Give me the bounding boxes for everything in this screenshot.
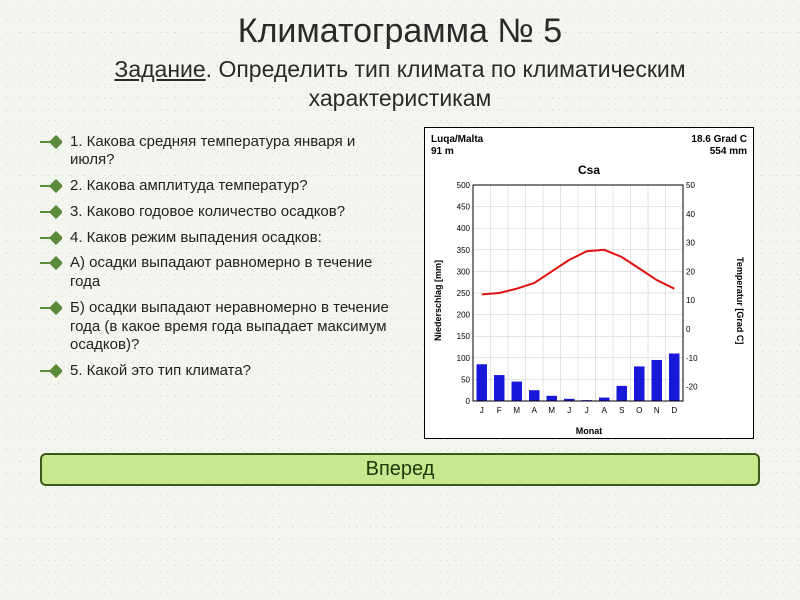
climograph-container: Luqa/Malta 18.6 Grad C 91 m 554 mm Csa N… — [418, 127, 760, 439]
svg-text:F: F — [497, 406, 502, 415]
question-text: 1. Какова средняя температура января и и… — [70, 133, 400, 171]
svg-text:A: A — [532, 406, 538, 415]
plot-area: 0 50 100 150 200 250 300 350 400 450 500 -20 -10 0 10 2… — [445, 179, 733, 424]
question-text: 3. Каково годовое количество осадков? — [70, 203, 345, 222]
questions-list: 1. Какова средняя температура января и и… — [40, 127, 400, 439]
svg-text:500: 500 — [457, 181, 471, 190]
svg-text:J: J — [567, 406, 571, 415]
svg-text:J: J — [480, 406, 484, 415]
svg-text:0: 0 — [466, 397, 471, 406]
svg-text:A: A — [602, 406, 608, 415]
svg-text:M: M — [513, 406, 520, 415]
slide-subtitle: Задание. Определить тип климата по клима… — [40, 55, 760, 113]
svg-text:300: 300 — [457, 267, 471, 276]
question-item: 2. Какова амплитуда температур? — [40, 177, 400, 196]
svg-text:-20: -20 — [686, 382, 698, 391]
svg-text:200: 200 — [457, 310, 471, 319]
question-item: 5. Какой это тип климата? — [40, 362, 400, 381]
svg-text:N: N — [654, 406, 660, 415]
svg-text:O: O — [636, 406, 642, 415]
chart-location: Luqa/Malta — [431, 134, 483, 145]
svg-text:150: 150 — [457, 332, 471, 341]
chart-koppen: Csa — [431, 163, 747, 177]
slide-title: Климатограмма № 5 — [40, 12, 760, 51]
ylabel-temp: Temperatur [Grad C] — [733, 257, 747, 344]
bullet-icon — [40, 301, 62, 315]
bullet-icon — [40, 135, 62, 149]
question-item: 1. Какова средняя температура января и и… — [40, 133, 400, 171]
climograph: Luqa/Malta 18.6 Grad C 91 m 554 mm Csa N… — [424, 127, 754, 439]
svg-text:0: 0 — [686, 325, 691, 334]
question-item: А) осадки выпадают равномерно в течение … — [40, 254, 400, 292]
svg-text:450: 450 — [457, 202, 471, 211]
question-text: 5. Какой это тип климата? — [70, 362, 251, 381]
svg-text:-10: -10 — [686, 353, 698, 362]
forward-button[interactable]: Вперед — [40, 453, 760, 486]
svg-text:40: 40 — [686, 209, 695, 218]
svg-text:400: 400 — [457, 224, 471, 233]
chart-annual-precip: 554 mm — [710, 146, 747, 157]
question-text: Б) осадки выпадают неравномерно в течени… — [70, 299, 400, 355]
xlabel: Monat — [431, 426, 747, 436]
svg-text:100: 100 — [457, 353, 471, 362]
bullet-icon — [40, 179, 62, 193]
svg-text:D: D — [671, 406, 677, 415]
question-item: Б) осадки выпадают неравномерно в течени… — [40, 299, 400, 355]
question-text: А) осадки выпадают равномерно в течение … — [70, 254, 400, 292]
svg-text:50: 50 — [461, 375, 470, 384]
bullet-icon — [40, 231, 62, 245]
svg-text:20: 20 — [686, 267, 695, 276]
svg-text:50: 50 — [686, 181, 695, 190]
bullet-icon — [40, 364, 62, 378]
svg-text:J: J — [585, 406, 589, 415]
bullet-icon — [40, 205, 62, 219]
bullet-icon — [40, 256, 62, 270]
question-text: 2. Какова амплитуда температур? — [70, 177, 308, 196]
svg-text:10: 10 — [686, 296, 695, 305]
question-item: 3. Каково годовое количество осадков? — [40, 203, 400, 222]
svg-text:350: 350 — [457, 245, 471, 254]
svg-text:250: 250 — [457, 289, 471, 298]
svg-text:30: 30 — [686, 238, 695, 247]
question-item: 4. Каков режим выпадения осадков: — [40, 229, 400, 248]
question-text: 4. Каков режим выпадения осадков: — [70, 229, 322, 248]
ylabel-precip: Niederschlag [mm] — [431, 260, 445, 341]
chart-avg-temp: 18.6 Grad C — [691, 134, 747, 145]
subtitle-underlined: Задание — [114, 56, 205, 82]
chart-elevation: 91 m — [431, 146, 454, 157]
subtitle-rest: . Определить тип климата по климатически… — [206, 56, 686, 111]
svg-text:M: M — [548, 406, 555, 415]
svg-text:S: S — [619, 406, 624, 415]
